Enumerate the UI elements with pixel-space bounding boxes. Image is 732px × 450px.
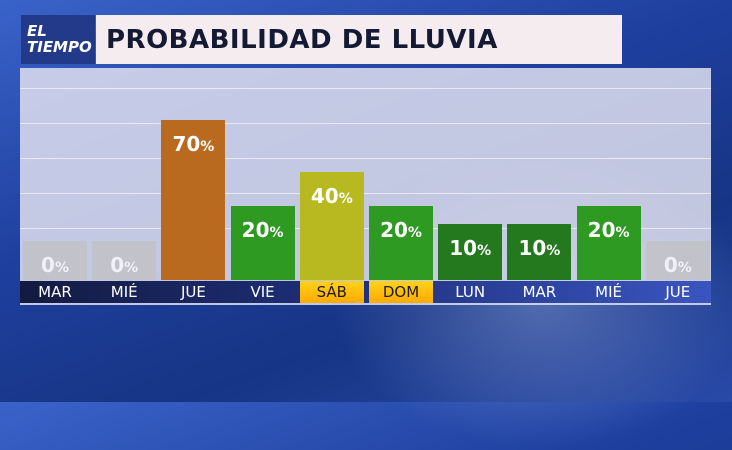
- data-label: 20%: [380, 218, 422, 243]
- bar-jue-9: 0%: [645, 241, 710, 280]
- bar-sáb-4: 40%: [299, 171, 364, 280]
- bar-mié-1: 0%: [92, 241, 157, 280]
- day-label: JUE: [180, 283, 206, 301]
- bar-jue-2: 70%: [161, 119, 226, 280]
- data-label: 0%: [41, 253, 69, 277]
- day-label: JUE: [665, 283, 691, 301]
- chart-title: PROBABILIDAD DE LLUVIA: [106, 24, 498, 55]
- bar-dom-5: 20%: [369, 206, 433, 280]
- gridline: [20, 228, 711, 229]
- logo-line1: EL: [27, 22, 47, 40]
- day-label: MIÉ: [595, 283, 623, 301]
- day-label: DOM: [369, 281, 433, 303]
- title-bar: PROBABILIDAD DE LLUVIA: [96, 15, 622, 64]
- bar-mar-7: 10%: [507, 223, 572, 280]
- data-label: 70%: [172, 131, 215, 156]
- bar-mar-0: 0%: [23, 241, 87, 280]
- day-labels-band: MAR MIÉ JUE VIE SÁB DOM LUN MAR MIÉ JUE: [20, 281, 711, 303]
- bar-lun-6: 10%: [438, 223, 503, 280]
- day-label: MAR: [38, 283, 72, 301]
- data-label: 10%: [449, 235, 492, 260]
- data-label: 10%: [518, 235, 561, 260]
- data-label: 40%: [310, 183, 353, 208]
- el-tiempo-logo: EL TIEMPO: [21, 15, 95, 64]
- chart-panel: 0% 0% 70% 20% 40% 20% 10% 10% 20% 0% MAR MIÉ JUE VIE…: [20, 68, 711, 305]
- gridline: [20, 193, 711, 194]
- bar-mié-8: 20%: [576, 206, 641, 280]
- data-label: 0%: [663, 253, 692, 277]
- data-label: 0%: [110, 253, 139, 277]
- gridline: [20, 123, 711, 124]
- data-label: 20%: [241, 218, 284, 243]
- day-label: MIÉ: [110, 283, 138, 301]
- gridline: [20, 158, 711, 159]
- day-label: SÁB: [299, 281, 364, 303]
- logo-line2: TIEMPO: [27, 38, 92, 56]
- day-label: VIE: [250, 283, 275, 301]
- day-label: MAR: [522, 283, 557, 301]
- bars-area: 0% 0% 70% 20% 40% 20% 10% 10% 20% 0%: [20, 68, 711, 305]
- day-label: LUN: [455, 283, 486, 301]
- bar-vie-3: 20%: [230, 206, 295, 280]
- data-label: 20%: [587, 218, 630, 243]
- gridline: [20, 88, 711, 89]
